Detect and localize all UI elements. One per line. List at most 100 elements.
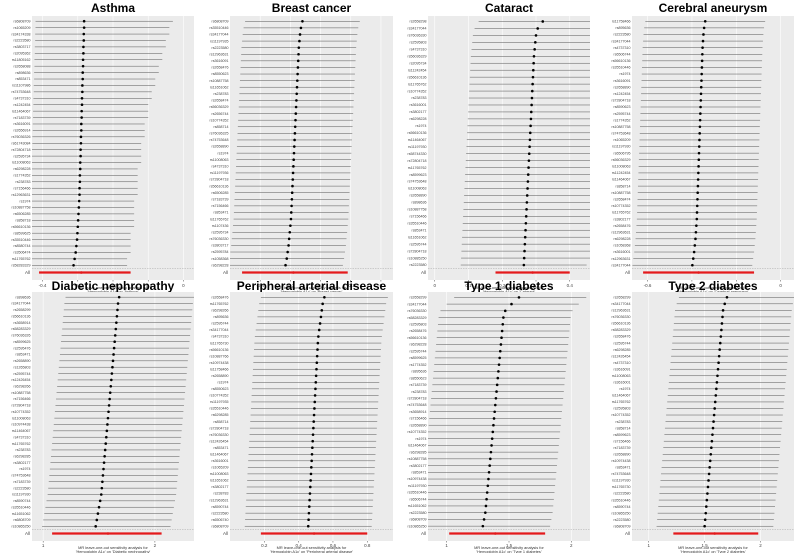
estimate-point <box>97 505 101 509</box>
snp-label: rs11651062 <box>210 85 229 89</box>
estimate-point <box>712 413 716 417</box>
estimate-point <box>313 407 316 410</box>
tick-label: -0.2 <box>732 283 740 288</box>
snp-label: rs7183739 <box>212 197 229 201</box>
estimate-point <box>482 518 486 521</box>
estimate-point <box>80 116 83 119</box>
snp-label: rs11197930 <box>612 479 630 483</box>
estimate-point <box>523 249 526 253</box>
x-axis-label-line: 'Hemoglobin A1c' on 'Diabetic nephropath… <box>76 549 151 553</box>
x-axis-label: MR leave-one-out sensitivity analysis fo… <box>76 545 151 553</box>
snp-label: rs1774352 <box>614 118 631 122</box>
estimate-point <box>700 59 704 63</box>
snp-label: rs6506795 <box>614 151 631 155</box>
estimate-point <box>496 376 500 380</box>
snp-label: rs72804718 <box>12 148 31 152</box>
estimate-point <box>706 485 710 489</box>
snp-label: rs56610136 <box>612 59 631 63</box>
tick-label: 0.6 <box>330 543 337 548</box>
estimate-point <box>502 316 505 319</box>
snp-label: rs2595744 <box>614 112 631 116</box>
snp-label: rs10887758 <box>12 391 31 395</box>
snp-label: rs11197930 <box>612 145 630 149</box>
forest-panel: Type 2 diabetes rs2658299 rs34177044 rs1296… <box>612 279 794 554</box>
snp-label: rs7156466 <box>212 204 229 208</box>
snp-label: rs1974 <box>416 124 427 128</box>
snp-label: rs1774352 <box>410 363 427 367</box>
snp-label: rs858714 <box>214 420 229 424</box>
snp-label: rs6506740 <box>212 518 229 522</box>
estimate-point <box>528 145 531 149</box>
snp-label: rs8599625 <box>410 356 427 360</box>
all-point <box>292 271 295 274</box>
estimate-point <box>522 256 526 260</box>
estimate-point <box>489 450 493 454</box>
estimate-point <box>311 433 315 436</box>
x-axis-label-line: 'Hemoglobin A1c' on 'Asthma' <box>88 289 139 294</box>
estimate-point <box>714 394 718 397</box>
snp-label: rs6298266 <box>212 309 229 313</box>
estimate-point <box>709 452 713 456</box>
estimate-point <box>81 71 85 74</box>
snp-label: rs7183739 <box>614 446 631 450</box>
estimate-point <box>287 244 290 247</box>
tick-label: 0 <box>779 283 782 288</box>
estimate-point <box>306 524 310 528</box>
tick-label: 1 <box>648 543 651 548</box>
snp-label: rs35510446 <box>210 407 229 411</box>
snp-label: rs1974 <box>20 467 31 471</box>
estimate-point <box>295 99 298 102</box>
estimate-point <box>81 84 84 87</box>
snp-label: rs11464067 <box>408 444 427 448</box>
estimate-point <box>524 228 527 232</box>
snp-label: rs11008063 <box>210 472 229 476</box>
snp-label: rs10774352 <box>12 410 31 414</box>
snp-label: rs853471 <box>16 353 31 357</box>
estimate-point <box>296 66 300 69</box>
snp-label: rs1065209 <box>614 138 631 142</box>
snp-label: rs10974438 <box>210 361 229 365</box>
estimate-point <box>286 250 289 254</box>
estimate-point <box>117 295 121 299</box>
snp-label: rs56610136 <box>12 225 31 229</box>
snp-label: rs1065209 <box>14 26 31 30</box>
tick-label: 0.4 <box>295 543 302 548</box>
tick-label: 1.5 <box>701 543 708 548</box>
snp-label: rs3802177 <box>14 461 31 465</box>
estimate-point <box>699 85 703 89</box>
snp-label: rs11197930 <box>408 145 426 149</box>
snp-label: rs3616001 <box>614 381 631 385</box>
estimate-point <box>701 39 705 43</box>
snp-label: rs11197935 <box>210 400 228 404</box>
snp-label: rs6298228 <box>614 237 631 241</box>
snp-label: rs2223580 <box>14 39 31 43</box>
snp-label: rs6506744 <box>410 497 427 501</box>
snp-label: rs2223580 <box>410 263 427 267</box>
estimate-point <box>500 336 503 340</box>
snp-label: rs76036330 <box>612 315 631 319</box>
estimate-point <box>315 367 318 371</box>
estimate-point <box>522 263 526 267</box>
estimate-point <box>696 178 700 181</box>
estimate-point <box>102 461 106 464</box>
snp-label: rs10887758 <box>210 79 229 83</box>
estimate-point <box>112 346 116 350</box>
estimate-point <box>80 129 83 132</box>
estimate-point <box>527 159 531 162</box>
snp-label: rs898636 <box>16 295 31 299</box>
snp-label: rs76036330 <box>210 237 229 241</box>
x-axis-label: MR leave-one-out sensitivity analysis fo… <box>474 545 544 553</box>
estimate-point <box>290 191 294 194</box>
snp-label: rs10887758 <box>408 208 427 212</box>
snp-label: rs10887758 <box>612 191 631 195</box>
estimate-point <box>313 400 317 404</box>
snp-label: rs8590744 <box>212 505 229 509</box>
estimate-point <box>313 394 317 397</box>
estimate-point <box>524 221 528 225</box>
panel-title: Cataract <box>485 1 533 15</box>
estimate-point <box>310 459 313 463</box>
snp-label: rs238783 <box>412 96 427 100</box>
snp-label: rs76036330 <box>210 433 229 437</box>
estimate-point <box>73 257 76 261</box>
estimate-point <box>525 194 529 197</box>
